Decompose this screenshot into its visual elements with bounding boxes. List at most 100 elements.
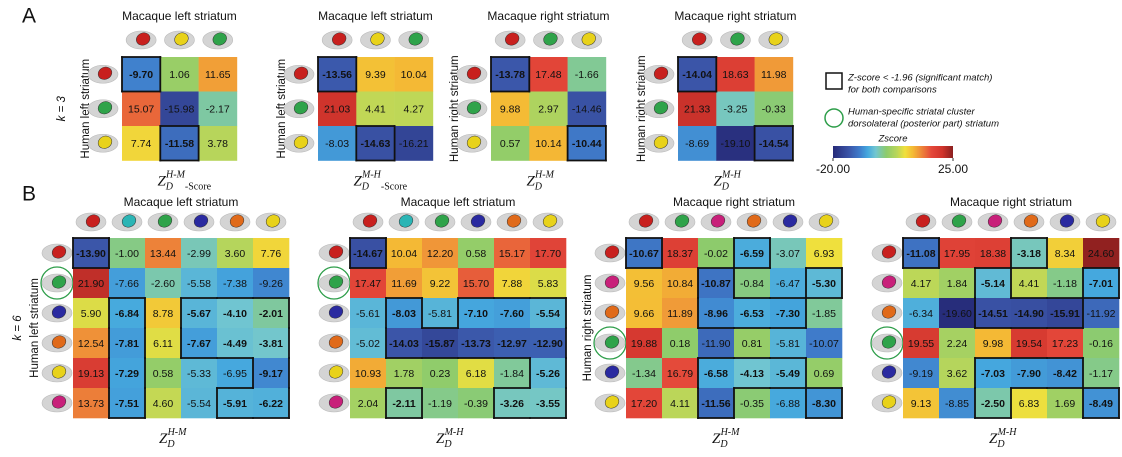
cell-value: -8.30	[812, 398, 836, 410]
heatmap-cell	[662, 238, 699, 269]
striatum-cluster	[782, 214, 798, 228]
heatmap-cell	[491, 126, 530, 161]
cell-value: -4.10	[223, 308, 247, 320]
heatmap-cell	[1047, 328, 1084, 359]
heatmap-cell	[217, 268, 254, 299]
cell-value: -11.56	[701, 398, 730, 410]
cell-value: -1.84	[500, 368, 524, 380]
heatmap-cell	[458, 238, 495, 269]
heatmap-cell	[716, 91, 755, 127]
cell-value: -2.50	[981, 398, 1005, 410]
x-label-base: Z	[353, 174, 362, 190]
x-label-sub: D	[165, 182, 174, 193]
heatmap-cell	[458, 388, 495, 419]
cell-value: -11.08	[906, 248, 935, 260]
heatmap-cell	[626, 268, 663, 299]
striatum-cluster	[881, 245, 897, 259]
heatmap-cell	[181, 268, 218, 299]
cell-value: 17.20	[631, 398, 657, 410]
heatmap-cell	[770, 268, 807, 299]
x-label-sub: D	[719, 439, 728, 450]
x-label-sup: M-H	[444, 427, 465, 438]
striatum-cluster	[328, 245, 344, 259]
heatmap-cell	[734, 268, 771, 299]
cell-value: -1.18	[1053, 278, 1077, 290]
heatmap-cell	[198, 91, 238, 127]
cell-value: 17.23	[1052, 338, 1078, 350]
x-label-base: Z	[159, 431, 168, 447]
cell-value: -5.14	[981, 278, 1005, 290]
cell-value: -7.03	[981, 368, 1005, 380]
column-icon	[681, 30, 713, 50]
heatmap-cell	[350, 298, 387, 329]
column-icon	[736, 212, 768, 232]
cell-value: 1.84	[947, 278, 968, 290]
striatum-cluster	[692, 32, 707, 46]
heatmap-cell	[662, 328, 699, 359]
heatmap-title: Macaque left striatum	[401, 195, 516, 209]
striatum-cluster	[653, 101, 669, 115]
heatmap-cell	[109, 298, 146, 329]
cell-value: -1.85	[812, 308, 836, 320]
cell-value: 11.89	[667, 308, 693, 320]
column-icon	[111, 212, 143, 232]
cell-value: 15.07	[128, 104, 154, 116]
cell-value: -7.01	[1089, 278, 1113, 290]
cell-value: -6.84	[115, 308, 139, 320]
row-icon	[318, 363, 350, 383]
row-icon	[283, 64, 315, 84]
x-label-sup: H-M	[165, 170, 186, 181]
row-icon	[871, 363, 903, 383]
heatmap-cell	[109, 268, 146, 299]
heatmap-cell	[422, 298, 459, 329]
cell-value: -3.81	[259, 338, 283, 350]
striatum-cluster	[470, 214, 486, 228]
heatmap-cell	[975, 298, 1012, 329]
heatmap-cell	[145, 388, 182, 419]
heatmap-cell	[253, 328, 290, 359]
x-label-sup: H-M	[167, 427, 188, 438]
row-icon	[41, 333, 73, 353]
heatmap-cell	[386, 268, 423, 299]
column-icon	[388, 212, 420, 232]
cell-value: -5.54	[536, 308, 560, 320]
striatum-cluster	[1095, 214, 1111, 228]
cell-value: -6.59	[740, 248, 764, 260]
striatum-cluster	[332, 32, 347, 46]
striatum-cluster	[293, 135, 309, 149]
column-icon	[424, 212, 456, 232]
cell-value: 10.93	[355, 368, 381, 380]
cell-value: -7.51	[115, 398, 139, 410]
cell-value: 0.57	[500, 138, 521, 150]
row-icon	[871, 333, 903, 353]
heatmap-cell	[217, 238, 254, 269]
row-icon	[643, 99, 675, 119]
cell-value: -0.84	[740, 278, 764, 290]
heatmap-cell	[422, 238, 459, 269]
row-icon	[456, 64, 488, 84]
cell-value: -0.16	[1089, 338, 1113, 350]
cell-value: -6.22	[259, 398, 283, 410]
striatum-cluster	[604, 395, 620, 409]
cell-value: -7.30	[776, 308, 800, 320]
heatmap-title: Macaque right striatum	[487, 9, 609, 23]
heatmap-cell	[529, 91, 568, 127]
cell-value: 8.78	[153, 308, 174, 320]
heatmap-cell	[160, 57, 199, 92]
cell-value: -5.33	[187, 368, 211, 380]
cell-value: -14.67	[353, 248, 383, 260]
heatmap-cell	[903, 268, 940, 299]
y-axis-label: Human right striatum	[636, 55, 648, 162]
heatmap-cell	[160, 91, 199, 127]
cell-value: 4.41	[1019, 278, 1040, 290]
heatmap-cell	[217, 328, 254, 359]
column-icon	[496, 212, 528, 232]
cell-value: 17.48	[535, 69, 561, 81]
x-label-base: Z	[712, 431, 721, 447]
x-label-sub: D	[443, 439, 452, 450]
striatum-cluster	[604, 365, 620, 379]
heatmap-cell	[145, 298, 182, 329]
cell-value: 19.13	[78, 368, 104, 380]
cell-value: 8.34	[1055, 248, 1076, 260]
column-icon	[571, 30, 603, 50]
